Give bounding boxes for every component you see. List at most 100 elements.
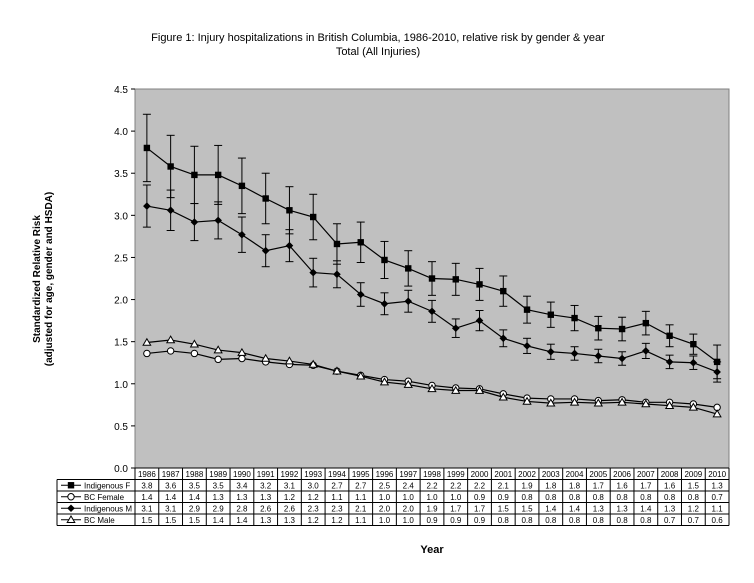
data-point xyxy=(67,504,75,513)
data-label: 1.6 xyxy=(617,481,629,490)
data-point xyxy=(571,314,578,322)
y-tick-label: 1.0 xyxy=(114,380,128,391)
data-label: 2.4 xyxy=(403,481,415,490)
data-point xyxy=(452,276,459,283)
data-label: 0.8 xyxy=(545,493,557,502)
y-axis-label-line2: (adjusted for age, gender and HSDA) xyxy=(44,192,55,366)
data-label: 1.1 xyxy=(355,516,367,525)
data-label: 0.7 xyxy=(664,516,676,525)
data-point xyxy=(618,354,626,363)
data-label: 1.2 xyxy=(308,493,320,502)
y-tick-label: 0.5 xyxy=(114,422,128,433)
data-point xyxy=(499,334,508,343)
data-point xyxy=(404,297,413,306)
x-tick-label: 1994 xyxy=(328,470,346,479)
data-point xyxy=(641,399,651,408)
data-point xyxy=(284,356,295,365)
data-point xyxy=(67,493,75,501)
data-point xyxy=(190,218,199,226)
data-label: 1.5 xyxy=(165,516,177,525)
data-label: 0.9 xyxy=(474,516,486,525)
data-label: 1.0 xyxy=(450,493,462,502)
data-point xyxy=(547,347,555,356)
y-tick-label: 2.5 xyxy=(114,253,128,264)
data-point xyxy=(664,400,675,409)
data-label: 3.8 xyxy=(141,481,153,490)
data-label: 3.1 xyxy=(165,504,177,513)
x-tick-label: 2002 xyxy=(518,470,536,479)
data-point xyxy=(214,216,222,225)
data-label: 1.4 xyxy=(640,504,652,513)
data-label: 2.7 xyxy=(331,481,343,490)
x-tick-label: 2008 xyxy=(661,470,679,479)
data-point xyxy=(286,207,293,214)
data-label: 0.7 xyxy=(688,516,700,525)
data-label: 1.9 xyxy=(521,481,533,490)
data-label: 0.9 xyxy=(474,493,486,502)
x-tick-label: 1996 xyxy=(376,470,394,479)
data-label: 2.3 xyxy=(308,504,320,513)
data-point xyxy=(214,355,222,364)
data-label: 3.1 xyxy=(284,481,296,490)
data-point xyxy=(165,335,176,344)
data-label: 2.9 xyxy=(189,504,201,513)
data-label: 3.2 xyxy=(260,481,272,490)
data-label: 1.3 xyxy=(284,516,296,525)
x-tick-label: 1998 xyxy=(423,470,441,479)
data-point xyxy=(285,241,294,250)
data-point xyxy=(333,270,341,279)
data-label: 1.2 xyxy=(688,504,700,513)
data-point xyxy=(474,385,485,394)
data-label: 1.8 xyxy=(545,481,557,490)
legend-label: Indigenous F xyxy=(84,481,130,490)
data-point xyxy=(143,144,151,152)
data-point xyxy=(167,163,174,170)
y-tick-label: 3.0 xyxy=(114,211,128,222)
data-point xyxy=(403,379,413,388)
data-label: 1.0 xyxy=(403,516,415,525)
data-label: 0.8 xyxy=(521,493,533,502)
series-layer xyxy=(142,113,722,418)
data-label: 1.6 xyxy=(664,481,676,490)
data-label: 2.2 xyxy=(474,481,486,490)
data-label: 3.5 xyxy=(189,481,201,490)
y-tick-label: 2.0 xyxy=(114,296,128,307)
data-point xyxy=(166,206,175,215)
x-axis-label: Year xyxy=(420,544,444,556)
x-tick-label: 2006 xyxy=(613,470,631,479)
data-point xyxy=(381,256,388,264)
data-label: 0.8 xyxy=(688,493,700,502)
data-point xyxy=(214,171,222,179)
x-tick-label: 1991 xyxy=(257,470,275,479)
data-point xyxy=(498,392,508,401)
data-label: 1.0 xyxy=(403,493,415,502)
data-label: 2.0 xyxy=(379,504,391,513)
x-tick-label: 1987 xyxy=(162,470,180,479)
chart-title: Figure 1: Injury hospitalizations in Bri… xyxy=(151,32,605,44)
data-label: 1.5 xyxy=(521,504,533,513)
data-label: 2.0 xyxy=(403,504,415,513)
x-tick-label: 2009 xyxy=(684,470,702,479)
data-label: 1.1 xyxy=(355,493,367,502)
data-point xyxy=(357,239,364,246)
data-label: 0.8 xyxy=(521,516,533,525)
data-point xyxy=(689,358,698,367)
x-tick-label: 1997 xyxy=(399,470,417,479)
data-point xyxy=(189,339,200,348)
data-label: 2.2 xyxy=(450,481,462,490)
x-tick-label: 1995 xyxy=(352,470,370,479)
data-point xyxy=(690,340,697,348)
data-label: 1.3 xyxy=(617,504,629,513)
y-axis-label-line1: Standardized Relative Risk xyxy=(32,215,43,343)
data-point xyxy=(427,384,437,393)
data-point xyxy=(238,182,246,190)
data-label: 1.5 xyxy=(688,481,700,490)
x-tick-label: 2010 xyxy=(708,470,726,479)
data-point xyxy=(595,324,602,332)
series-bc-male xyxy=(142,335,722,418)
legend-key xyxy=(61,482,81,489)
data-label: 1.3 xyxy=(236,493,248,502)
data-label: 2.8 xyxy=(236,504,248,513)
legend-key xyxy=(61,493,81,501)
